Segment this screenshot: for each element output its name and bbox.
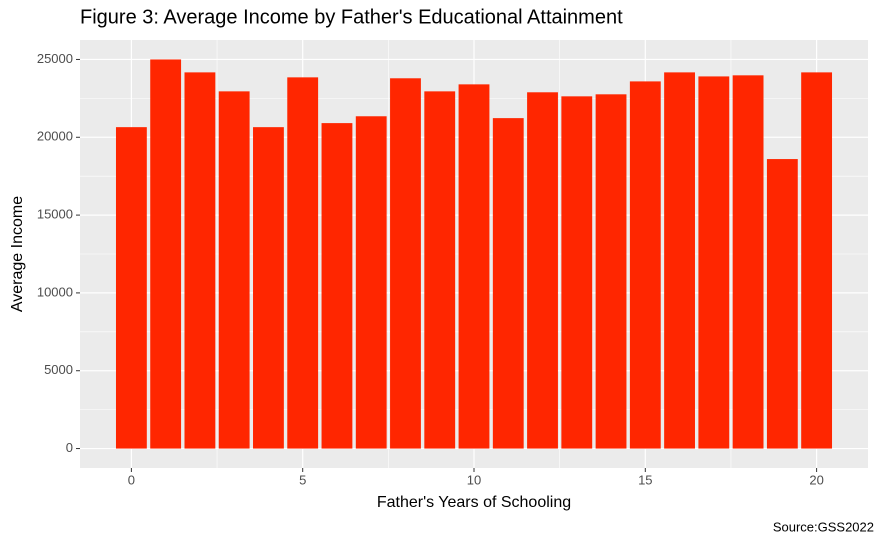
y-tick-label: 20000 bbox=[37, 129, 73, 144]
bar bbox=[287, 77, 319, 449]
caption: Source:GSS2022 bbox=[773, 519, 874, 534]
x-tick-label: 15 bbox=[638, 472, 652, 487]
bar bbox=[458, 84, 490, 449]
bar bbox=[184, 72, 216, 449]
bar bbox=[253, 127, 284, 449]
bar bbox=[561, 96, 593, 449]
y-tick-label: 25000 bbox=[37, 51, 73, 66]
bar bbox=[390, 78, 421, 449]
bar bbox=[355, 116, 387, 449]
y-tick-label: 15000 bbox=[37, 207, 73, 222]
bar bbox=[664, 72, 695, 449]
bar bbox=[218, 91, 250, 449]
x-tick-label: 5 bbox=[299, 472, 306, 487]
x-axis-label: Father's Years of Schooling bbox=[377, 494, 571, 511]
chart-title: Figure 3: Average Income by Father's Edu… bbox=[80, 6, 623, 28]
bar bbox=[115, 127, 147, 449]
bar bbox=[150, 59, 182, 449]
bar bbox=[801, 72, 833, 449]
y-tick-label: 0 bbox=[66, 440, 73, 455]
bar bbox=[698, 76, 730, 449]
bar bbox=[766, 159, 798, 449]
x-tick-label: 0 bbox=[128, 472, 135, 487]
bar bbox=[732, 75, 764, 449]
y-tick-label: 10000 bbox=[37, 284, 73, 299]
x-tick-label: 10 bbox=[467, 472, 481, 487]
y-axis-label: Average Income bbox=[9, 196, 26, 312]
bar bbox=[527, 92, 558, 449]
y-tick-label: 5000 bbox=[44, 362, 73, 377]
bar bbox=[424, 91, 456, 449]
bar bbox=[629, 81, 661, 449]
x-tick-label: 20 bbox=[809, 472, 823, 487]
bar bbox=[321, 123, 353, 449]
bar bbox=[595, 94, 627, 449]
bar bbox=[492, 118, 524, 449]
